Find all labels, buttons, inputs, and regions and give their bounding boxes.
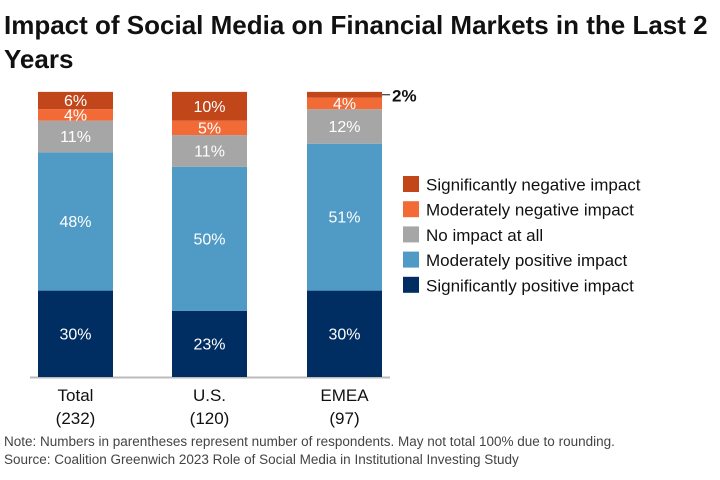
- data-label: 11%: [60, 129, 91, 146]
- bar-segment: [172, 135, 247, 167]
- data-label: 12%: [328, 119, 360, 136]
- legend-label: Moderately negative impact: [426, 201, 634, 220]
- data-label: 11%: [194, 143, 225, 160]
- bar-segment: [307, 97, 382, 110]
- category-label: Total: [58, 386, 94, 405]
- bar-segment: [307, 109, 382, 144]
- bar-segment: [307, 290, 382, 377]
- bar-segment: [38, 109, 113, 121]
- data-label: 5%: [198, 120, 221, 137]
- data-label: 23%: [193, 336, 225, 353]
- source-text: Source: Coalition Greenwich 2023 Role of…: [4, 452, 519, 467]
- bar-segment: [172, 91, 247, 121]
- bar-segment: [38, 290, 113, 377]
- legend-label: Significantly negative impact: [426, 176, 641, 195]
- data-label: 50%: [193, 231, 225, 248]
- data-label: 4%: [333, 96, 356, 113]
- bar-segment: [172, 310, 247, 377]
- data-label: 30%: [59, 326, 91, 343]
- chart-title: Impact of Social Media on Financial Mark…: [4, 10, 708, 74]
- legend-label: No impact at all: [426, 226, 543, 245]
- legend-swatch: [403, 251, 419, 268]
- legend-swatch: [403, 176, 419, 192]
- bar-segment: [172, 120, 247, 136]
- bar-segment: [38, 91, 113, 110]
- category-label: EMEA: [320, 386, 369, 405]
- data-label: 51%: [328, 210, 360, 227]
- data-label: 10%: [193, 99, 225, 116]
- bar-segment: [38, 152, 113, 291]
- legend-swatch: [403, 276, 419, 293]
- chart-notes: Note: Numbers in parentheses represent n…: [4, 433, 615, 469]
- bar-segment: [307, 143, 382, 291]
- bar-segment: [172, 166, 247, 311]
- category-count: (97): [329, 409, 359, 428]
- bar-segment: [307, 91, 382, 98]
- data-label: 48%: [59, 214, 91, 231]
- legend-label: Significantly positive impact: [426, 276, 634, 295]
- legend-swatch: [403, 226, 419, 243]
- legend-label: Moderately positive impact: [426, 251, 628, 270]
- category-count: (120): [190, 409, 230, 428]
- category-count: (232): [56, 409, 96, 428]
- note-text: Note: Numbers in parentheses represent n…: [4, 434, 615, 449]
- bar-segment: [38, 120, 113, 153]
- data-label: 6%: [64, 93, 87, 110]
- category-label: U.S.: [193, 386, 226, 405]
- data-label: 30%: [328, 326, 360, 343]
- data-label: 4%: [64, 107, 87, 124]
- data-label: 2%: [392, 86, 417, 105]
- legend-swatch: [403, 201, 419, 218]
